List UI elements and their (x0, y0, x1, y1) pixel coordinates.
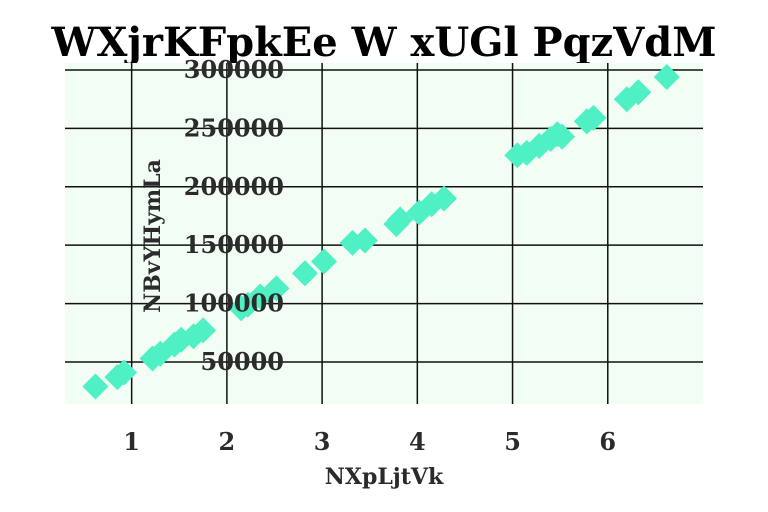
data-point (387, 206, 414, 233)
markers (82, 64, 680, 400)
data-point (430, 185, 457, 212)
data-point (263, 275, 290, 302)
y-tick-label: 50000 (201, 347, 285, 376)
data-point (234, 291, 261, 318)
y-tick-label: 100000 (184, 289, 284, 318)
data-point (111, 359, 138, 386)
x-tick-label: 1 (123, 427, 140, 456)
data-point (580, 104, 607, 131)
x-ticks: 1 2 3 4 5 6 (123, 427, 616, 456)
y-tick-label: 150000 (184, 230, 284, 259)
y-tick-label: 200000 (184, 172, 284, 201)
x-tick-label: 4 (409, 427, 426, 456)
x-tick-label: 2 (219, 427, 236, 456)
x-tick-label: 3 (314, 427, 331, 456)
data-point (625, 79, 652, 106)
data-point (190, 317, 217, 344)
x-tick-label: 5 (504, 427, 521, 456)
data-point (549, 123, 576, 150)
y-axis-label: NBvYHymLa (140, 159, 166, 313)
gridlines (65, 63, 703, 404)
data-point (653, 64, 680, 91)
x-axis-label: NXpLjtVk (325, 464, 444, 490)
data-point (82, 373, 109, 400)
data-point (311, 248, 338, 275)
y-ticks: 50000 100000 150000 200000 250000 300000 (184, 55, 284, 376)
x-tick-label: 6 (599, 427, 616, 456)
chart-title: WXjrKFpkEe W xUGl PqzVdM (50, 19, 716, 66)
y-tick-label: 250000 (184, 113, 284, 142)
y-tick-label: 300000 (184, 55, 284, 84)
data-point (291, 260, 318, 287)
data-point (351, 227, 378, 254)
